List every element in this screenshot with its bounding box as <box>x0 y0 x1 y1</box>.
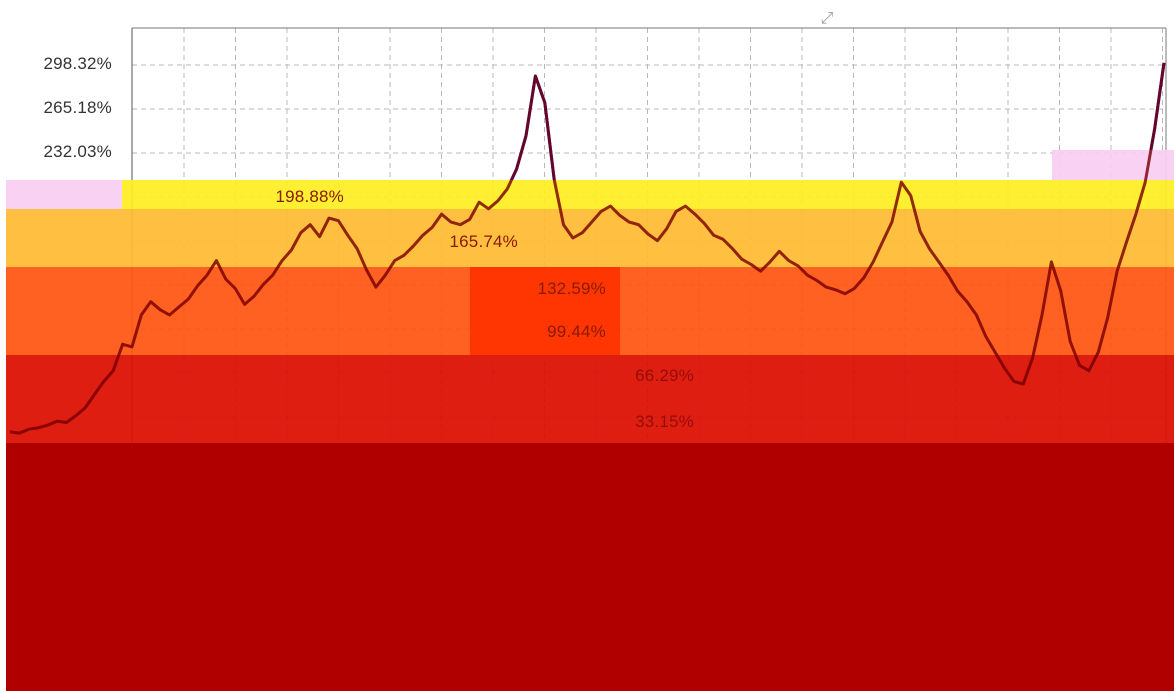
y-tick-label: 33.15% <box>635 412 694 431</box>
y-tick-label: 265.18% <box>43 98 112 117</box>
expand-icon-glyph: ⤢ <box>820 10 834 27</box>
expand-icon[interactable]: ⤢ <box>806 6 848 32</box>
y-tick-label: 198.88% <box>275 187 344 206</box>
y-tick-label: 232.03% <box>43 142 112 161</box>
y-tick-label: 99.44% <box>547 322 606 341</box>
dark-red-band <box>6 443 1174 691</box>
y-tick-label: 132.59% <box>537 279 606 298</box>
y-tick-label: 165.74% <box>449 232 518 251</box>
y-tick-label: 298.32% <box>43 54 112 73</box>
y-tick-label: 66.29% <box>635 366 694 385</box>
